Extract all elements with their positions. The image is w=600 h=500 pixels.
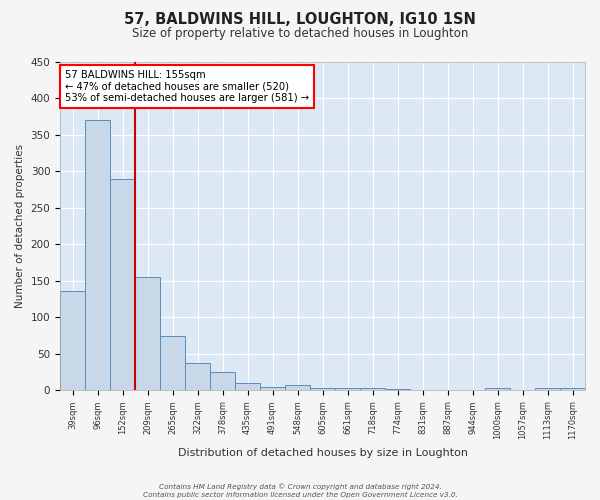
Text: 57 BALDWINS HILL: 155sqm
← 47% of detached houses are smaller (520)
53% of semi-: 57 BALDWINS HILL: 155sqm ← 47% of detach… bbox=[65, 70, 310, 103]
Y-axis label: Number of detached properties: Number of detached properties bbox=[15, 144, 25, 308]
Bar bbox=[210, 372, 235, 390]
Bar bbox=[385, 389, 410, 390]
Bar bbox=[260, 387, 285, 390]
Bar bbox=[60, 291, 85, 390]
Bar bbox=[110, 179, 135, 390]
Bar bbox=[310, 388, 335, 390]
Bar bbox=[235, 383, 260, 390]
Text: Contains HM Land Registry data © Crown copyright and database right 2024.
Contai: Contains HM Land Registry data © Crown c… bbox=[143, 484, 457, 498]
Bar bbox=[535, 388, 560, 390]
Bar bbox=[560, 388, 585, 390]
Bar bbox=[160, 336, 185, 390]
X-axis label: Distribution of detached houses by size in Loughton: Distribution of detached houses by size … bbox=[178, 448, 467, 458]
Bar bbox=[335, 388, 360, 390]
Bar bbox=[360, 388, 385, 390]
Bar bbox=[135, 277, 160, 390]
Bar bbox=[485, 388, 510, 390]
Text: 57, BALDWINS HILL, LOUGHTON, IG10 1SN: 57, BALDWINS HILL, LOUGHTON, IG10 1SN bbox=[124, 12, 476, 28]
Bar bbox=[185, 362, 210, 390]
Bar bbox=[85, 120, 110, 390]
Text: Size of property relative to detached houses in Loughton: Size of property relative to detached ho… bbox=[132, 28, 468, 40]
Bar bbox=[285, 386, 310, 390]
